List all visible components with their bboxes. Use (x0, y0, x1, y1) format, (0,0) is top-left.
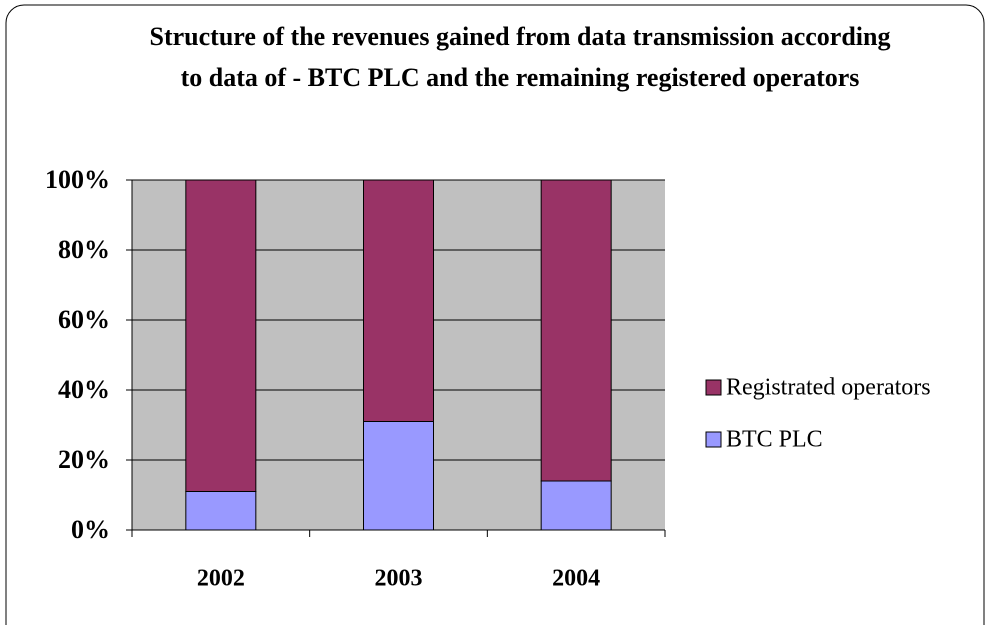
y-tick-label: 0% (71, 515, 110, 544)
chart-border (5, 4, 985, 625)
bar-segment (363, 421, 434, 531)
x-tick-label: 2003 (375, 566, 423, 592)
bar-segment (363, 179, 434, 422)
bar-segment (540, 480, 612, 531)
x-tick-label: 2004 (552, 566, 600, 592)
legend-swatch (705, 379, 722, 396)
bar-segment (540, 179, 612, 482)
y-tick-label: 20% (58, 445, 110, 474)
legend-swatch (705, 431, 722, 448)
y-tick-label: 40% (58, 375, 110, 404)
legend-label: BTC PLC (726, 427, 823, 453)
bar-segment (185, 491, 257, 531)
legend-label: Registrated operators (726, 375, 931, 401)
y-tick-label: 100% (45, 165, 110, 194)
y-tick-label: 80% (58, 235, 110, 264)
chart-title: Structure of the revenues gained from da… (149, 22, 891, 92)
plot-layer: 0% 20% 40% 60% 80% 100% 2002 2003 2004 BTC PLC Reg… (45, 165, 931, 592)
x-tick-label: 2002 (197, 566, 245, 592)
y-tick-label: 60% (58, 305, 110, 334)
bar-segment (185, 179, 257, 492)
